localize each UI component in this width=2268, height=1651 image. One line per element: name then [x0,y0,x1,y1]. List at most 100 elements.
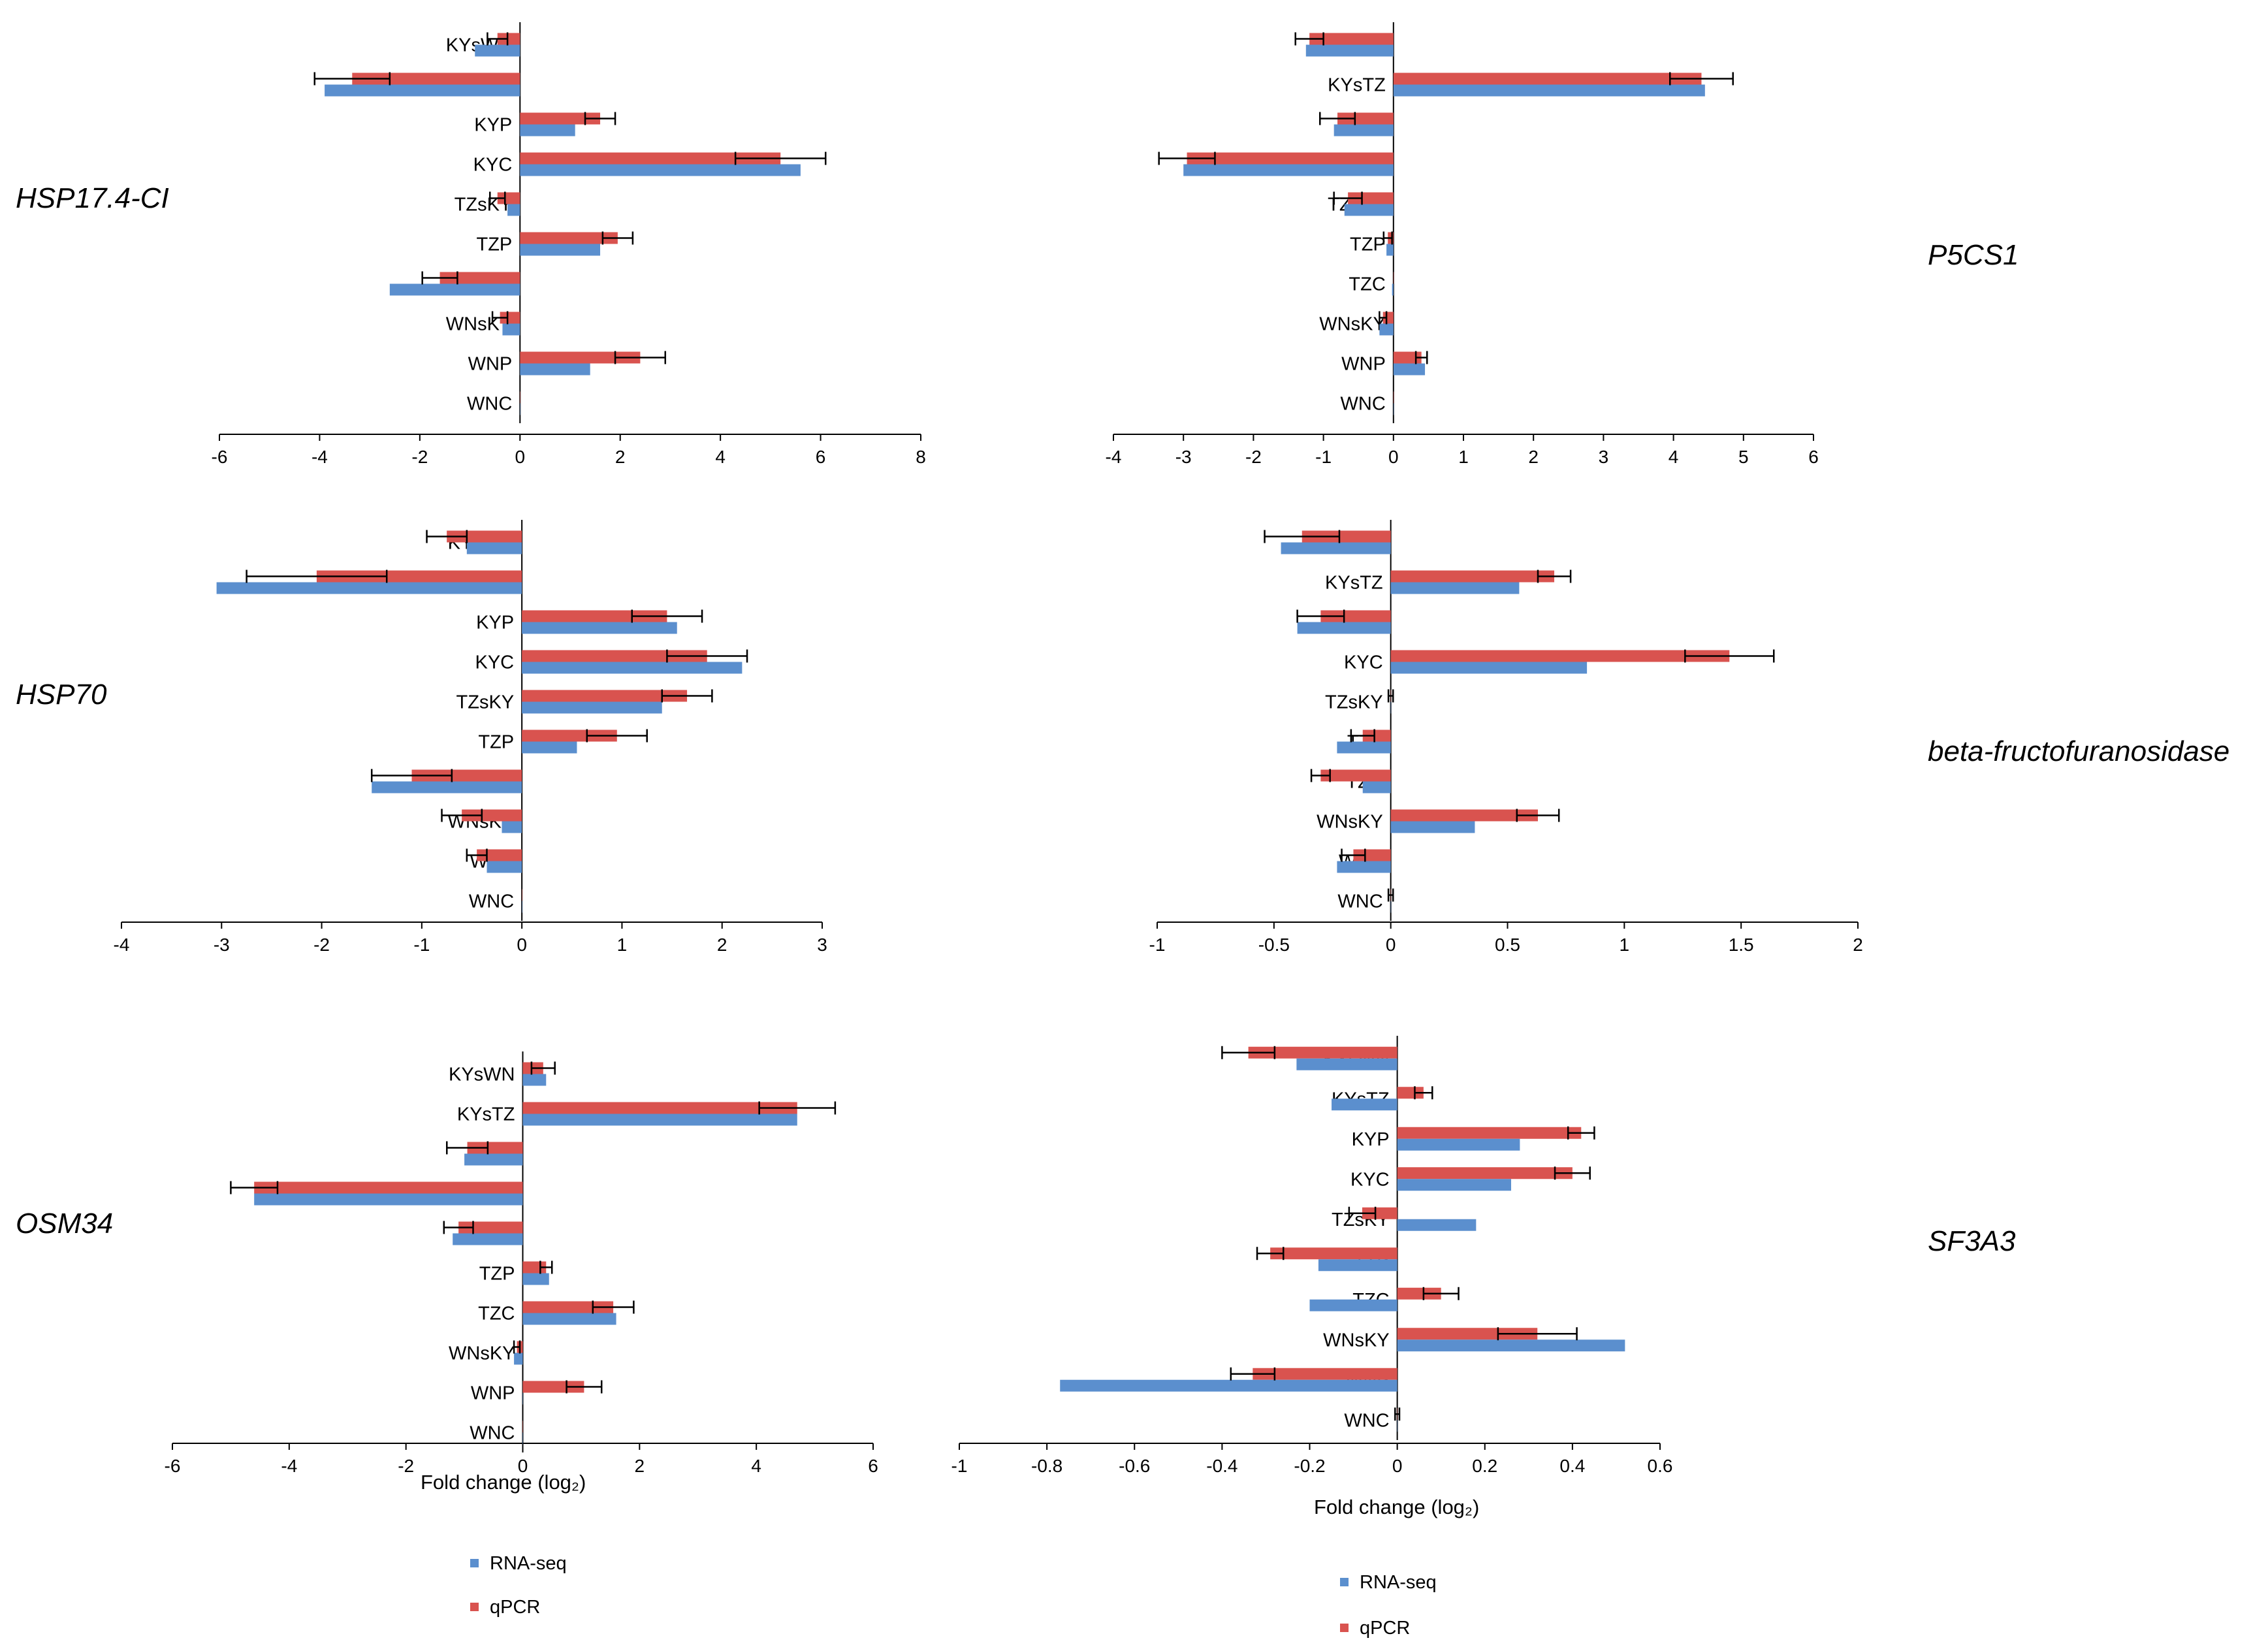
bar-rna-seq [520,164,801,176]
x-tick-label: 1 [1620,935,1630,955]
x-tick-label: 8 [916,447,926,467]
category-label: KYP [476,613,514,633]
bar-qpcr [522,690,688,702]
bar-rna-seq [502,323,520,336]
legend-swatch-qpcr [1340,1624,1349,1632]
x-tick-label: -4 [281,1456,297,1476]
bar-qpcr [462,809,522,822]
bar-rna-seq [453,1233,523,1245]
bar-qpcr [1397,1087,1424,1099]
bar-rna-seq [1390,582,1520,594]
bar-rna-seq [1305,44,1394,57]
chart-title: OSM34 [16,1208,113,1240]
category-label: TZP [1350,234,1386,255]
bar-rna-seq [1392,283,1394,296]
bar-qpcr [1270,1247,1398,1260]
x-tick-label: 0.5 [1495,935,1520,955]
x-axis-label: Fold change (log₂) [421,1471,586,1494]
category-label: TZC [1349,274,1385,295]
bar-rna-seq [372,781,522,793]
category-label: KYC [473,155,513,176]
x-tick-label: 2 [1528,447,1539,467]
x-tick-label: -6 [212,447,228,467]
bar-qpcr [520,351,641,364]
chart-panel-2: HSP70-4-3-2-10123KYsWNKYsTZKYPKYCTZsKYTZ… [16,520,827,955]
bar-qpcr [1397,1127,1582,1139]
bar-qpcr [352,72,520,85]
x-tick-label: 0 [1392,1456,1403,1476]
bar-rna-seq [522,701,662,714]
x-axis-label: Fold change (log₂) [1314,1496,1479,1518]
category-label: WNC [1341,394,1386,415]
category-label: WNP [1341,354,1386,375]
bar-qpcr [411,769,522,782]
chart-title: HSP17.4-CI [16,182,169,214]
category-label: TZC [478,1304,515,1324]
bar-rna-seq [522,1313,616,1325]
bar-qpcr [458,1221,523,1234]
x-tick-label: -6 [165,1456,181,1476]
bar-qpcr [254,1181,523,1194]
category-label: WNP [471,1383,515,1404]
bar-rna-seq [522,741,577,754]
bar-qpcr [520,232,618,244]
bar-qpcr [1248,1046,1398,1059]
bar-qpcr [497,192,520,204]
bar-rna-seq [522,1114,797,1126]
legend-label-qpcr: qPCR [490,1597,540,1618]
bar-rna-seq [1397,1138,1520,1151]
bar-qpcr [1397,1328,1538,1340]
bar-qpcr [1320,769,1391,782]
bar-qpcr [1187,152,1394,165]
x-tick-label: 6 [868,1456,878,1476]
bar-rna-seq [520,124,575,136]
bar-qpcr [447,530,522,543]
legend-label-rna-seq: RNA-seq [490,1553,567,1574]
x-tick-label: -1 [413,935,430,955]
bar-rna-seq [1386,244,1394,256]
bar-qpcr [1320,610,1391,622]
x-tick-label: 1 [617,935,628,955]
bar-qpcr [522,1381,584,1393]
bar-qpcr [1362,1207,1398,1219]
category-label: KYP [474,115,512,136]
bar-rna-seq [466,542,522,554]
bar-rna-seq [1337,861,1391,873]
chart-panel-1: P5CS1-4-3-2-10123456KYsWNKYsTZKYPKYCTZsK… [1106,22,2019,467]
x-tick-label: -3 [1175,447,1192,467]
bar-rna-seq [522,1392,523,1405]
category-label: WNP [468,354,513,375]
bar-rna-seq [1281,542,1391,554]
category-label: WNC [1337,891,1382,912]
chart-title: beta-fructofuranosidase [1928,735,2229,767]
bar-rna-seq [487,861,522,873]
legend-label-rna-seq: RNA-seq [1360,1572,1437,1593]
bar-rna-seq [522,1432,523,1445]
x-tick-label: -2 [313,935,330,955]
x-tick-label: 2 [635,1456,645,1476]
chart-title: P5CS1 [1928,239,2019,271]
bar-qpcr [520,112,601,125]
bar-rna-seq [1390,662,1588,674]
legend-0: RNA-seq qPCR [470,1553,567,1618]
x-tick-label: 6 [816,447,826,467]
category-label: KYsWN [449,1065,515,1085]
category-label: WNC [1344,1410,1389,1431]
bar-qpcr [1390,650,1730,662]
bar-rna-seq [325,84,520,97]
x-tick-label: 2 [717,935,727,955]
category-label: KYsTZ [1328,75,1386,96]
x-tick-label: -1 [1315,447,1332,467]
bar-rna-seq [1379,323,1394,336]
x-tick-label: -0.5 [1258,935,1290,955]
category-label: TZP [479,1264,515,1285]
bar-qpcr [1348,192,1394,204]
category-label: KYC [1344,652,1383,673]
bar-qpcr [522,1102,797,1114]
bar-rna-seq [1332,1098,1398,1111]
x-tick-label: -4 [114,935,130,955]
category-label: WNC [470,1423,515,1444]
legend-swatch-rna-seq [1340,1578,1349,1586]
bar-qpcr [1393,351,1422,364]
bar-rna-seq [1362,781,1391,793]
